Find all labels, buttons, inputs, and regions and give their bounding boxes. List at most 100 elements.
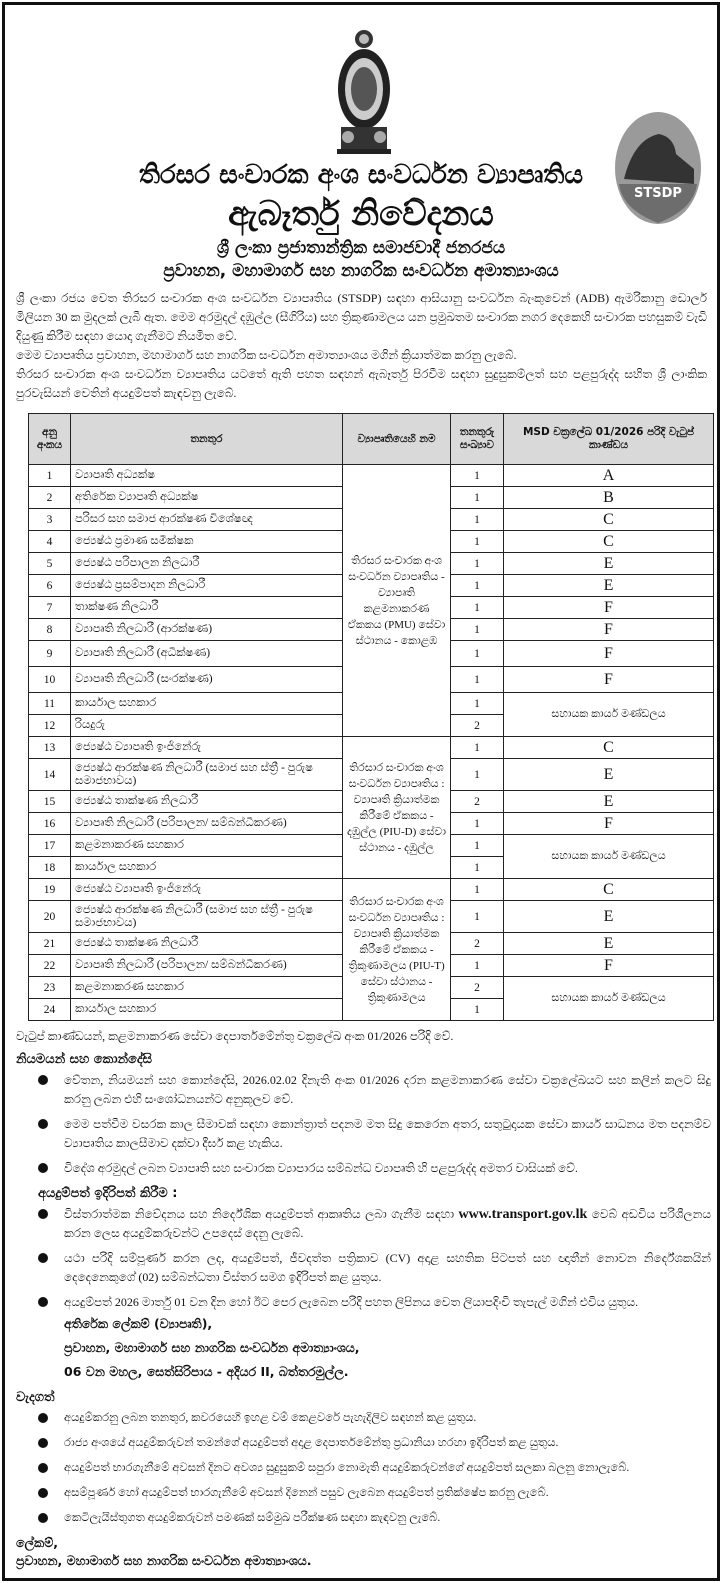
post-title-cell: ජ්‍යෙෂ්ඨ ව්‍යාපෘති ඉංජිනේරු <box>70 736 343 759</box>
list-item-text: මෙම පත්වීම වසරක කාල සීමාවක් සඳහා කොන්ත්‍… <box>64 1117 711 1150</box>
salary-grade-cell: F <box>503 812 714 835</box>
bullet-icon <box>38 1297 48 1307</box>
table-row: 23 කළමනාකරණ සහකාර 2 සහායක කාර්ය මණ්ඩලය <box>28 976 714 1021</box>
salary-grade-cell: C <box>503 508 714 531</box>
intro-paragraph: මෙම ව්‍යාපෘතිය ප්‍රවාහන, මහාමාර්ග සහ නාග… <box>16 348 517 362</box>
list-item: විස්තරාත්මක නිවේදනය සහ නිර්දේශික අයදුම්ප… <box>38 1205 711 1243</box>
country-heading: ශ්‍රී ලංකා ප්‍රජාතාන්ත්‍රික සමාජවාදී ජනර… <box>216 238 506 258</box>
header-count: තනතුරු සංඛ්‍යාව <box>450 413 504 465</box>
post-count-cell: 1 <box>450 692 504 715</box>
bullet-icon <box>38 1163 48 1173</box>
post-title-cell: රියදුරු <box>70 714 343 737</box>
post-title-cell: ව්‍යාපෘති අධ්‍යක්ෂ <box>70 464 343 487</box>
logo-area: STSDP <box>5 5 717 224</box>
table-row: 7 තාක්ෂණ නිලධාරී 1 F <box>28 596 714 619</box>
bullet-icon <box>38 1119 48 1129</box>
table-row: 3 පරිසර සහ සමාජ ආරක්ෂණ විශේෂඥ 1 C <box>28 508 714 531</box>
salary-grade-cell: F <box>503 954 714 977</box>
header-serial: අනු අංකය <box>28 413 71 465</box>
project-name-cell: තිරසාර සංචාරක අංශ සංවර්ධන ව්‍යාපෘතිය : ව… <box>342 736 451 879</box>
post-count-cell: 1 <box>450 618 504 641</box>
post-title-cell: කාර්යාල සහකාර <box>70 692 343 715</box>
address-line: ප්‍රවාහන, මහාමාර්ග සහ නාගරික සංවර්ධන අමා… <box>64 1340 360 1355</box>
post-count-cell: 1 <box>450 666 504 693</box>
intro-paragraph: තිරසර සංචාරක අංශ සංවර්ධන ව්‍යාපෘතිය යටතේ… <box>16 367 707 400</box>
table-row: 12 රියදුරු 2 <box>28 714 714 737</box>
list-item: විදේශ අරමුදල් ලබන ව්‍යාපෘති සහ සංචාරක ව්… <box>38 1159 711 1178</box>
header-salary-grade: MSD චක්‍රලේඛ 01/2026 පරිදි වැටුප් කාණ්ඩය <box>503 413 714 465</box>
serial-number-cell: 13 <box>28 736 71 759</box>
post-title-cell: ජ්‍යෙෂ්ඨ තාක්ෂණ නිලධාරී <box>70 932 343 955</box>
post-count-cell: 1 <box>450 834 504 857</box>
post-count-cell: 1 <box>450 998 504 1021</box>
serial-number-cell: 22 <box>28 954 71 977</box>
salary-grade-cell: E <box>503 932 714 955</box>
serial-number-cell: 24 <box>28 998 71 1021</box>
serial-number-cell: 4 <box>28 530 71 553</box>
ministry-heading: ප්‍රවාහන, මහාමාර්ග සහ නාගරික සංවර්ධන අමා… <box>163 261 559 281</box>
table-row: 20 ජ්‍යෙෂ්ඨ ආරක්ෂණ නිලධාරී (සමාජ සහ ස්ත්‍… <box>28 900 714 933</box>
serial-number-cell: 6 <box>28 574 71 597</box>
table-row: 4 ජ්‍යෙෂ්ඨ ප්‍රමාණ සමීක්ෂක 1 C <box>28 530 714 553</box>
bullet-icon <box>38 1463 48 1473</box>
terms-heading: නියමයන් සහ කොන්දේසි <box>16 1052 152 1067</box>
table-row: 24 කාර්යාල සහකාර 1 <box>28 998 714 1021</box>
project-name-cell: තිරසර සංචාරක අංශ සංවර්ධන ව්‍යාපෘතිය - ව්… <box>342 464 451 737</box>
list-item-text: අසම්පූර්ණ හෝ අයදුම්පත් භාරගැනීමේ අවසන් ද… <box>64 1487 549 1499</box>
list-item: රාජ්‍ය අංශයේ අයදුම්කරුවන් තමන්ගේ අයදුම්ප… <box>38 1434 711 1453</box>
post-count-cell: 1 <box>450 878 504 901</box>
list-item-text: අයදුම්කරනු ලබන තනතුර, කවරයෙහි ඉහළ වම් කෙ… <box>64 1412 477 1424</box>
project-name-heading: තිරසර සංචාරක අංශ සංවර්ධන ව්‍යාපෘතිය <box>138 160 584 190</box>
list-item: වේතන, නියමයන් සහ කොන්දේසි, 2026.02.02 දි… <box>38 1071 711 1109</box>
signature-block: ලේකම්, ප්‍රවාහන, මහාමාර්ග සහ නාගරික සංවර… <box>16 1534 711 1570</box>
table-row: 17 කළමනාකරණ සහකාර 1 සහායක කාර්ය මණ්ඩලය <box>28 834 714 879</box>
serial-number-cell: 18 <box>28 856 71 879</box>
table-row: 6 ජ්‍යෙෂ්ඨ ප්‍රසම්පාදන නිලධාරී 1 E <box>28 574 714 597</box>
national-emblem-logo <box>337 30 391 154</box>
bullet-icon <box>38 1413 48 1423</box>
post-count-cell: 2 <box>450 932 504 955</box>
notice-title: ඇබෑර්තු නිවේදනය <box>228 194 494 234</box>
serial-number-cell: 21 <box>28 932 71 955</box>
submission-heading: අයදුම්පත් ඉදිරිපත් කිරීම : <box>38 1186 178 1201</box>
serial-number-cell: 10 <box>28 666 71 693</box>
list-item-text: කෙටිලැයිස්තුගත අයදුම්කරුවන් පමණක් සම්මුඛ… <box>64 1512 441 1524</box>
list-item-text: අයදුම්පත් භාරගැනීමේ අවසන් දිනට අවශ්‍ය සු… <box>64 1462 630 1474</box>
table-row: 13 ජ්‍යෙෂ්ඨ ව්‍යාපෘති ඉංජිනේරු තිරසාර සංචා… <box>28 736 714 879</box>
post-title-cell: ජ්‍යෙෂ්ඨ ප්‍රසම්පාදන නිලධාරී <box>70 574 343 597</box>
postal-address: අතිරේක ලේකම් (ව්‍යාපෘති), ප්‍රවාහන, මහාම… <box>16 1312 711 1384</box>
post-count-cell: 1 <box>450 486 504 509</box>
post-count-cell: 1 <box>450 900 504 933</box>
post-count-cell: 1 <box>450 596 504 619</box>
post-title-cell: ජ්‍යෙෂ්ඨ ආරක්ෂණ නිලධාරී (සමාජ සහ ස්ත්‍රී… <box>70 900 343 933</box>
salary-grade-cell: සහායක කාර්ය මණ්ඩලය <box>503 834 714 879</box>
post-title-cell: තාක්ෂණ නිලධාරී <box>70 596 343 619</box>
post-count-cell: 1 <box>450 640 504 667</box>
salary-grade-cell: E <box>503 758 714 791</box>
transport-website-link[interactable]: www.transport.gov.lk <box>458 1207 588 1222</box>
post-title-cell: ව්‍යාපෘති නිලධාරී (පරිපාලන/ සම්බන්ධීකරණ) <box>70 812 343 835</box>
serial-number-cell: 17 <box>28 834 71 857</box>
serial-number-cell: 14 <box>28 758 71 791</box>
important-heading: වැදගත් <box>16 1390 55 1405</box>
serial-number-cell: 19 <box>28 878 71 901</box>
intro-paragraph: ශ්‍රී ලංකා රජය වෙත තිරසර සංචාරක අංශ සංවර… <box>16 291 707 343</box>
list-item: අයදුම්පත් භාරගැනීමේ අවසන් දිනට අවශ්‍ය සු… <box>38 1459 711 1478</box>
post-title-cell: කාර්යාල සහකාර <box>70 998 343 1021</box>
bullet-icon <box>38 1438 48 1448</box>
serial-number-cell: 15 <box>28 790 71 813</box>
list-item: අයදුම්කරනු ලබන තනතුර, කවරයෙහි ඉහළ වම් කෙ… <box>38 1409 711 1428</box>
list-item: අයදුම්පත් 2026 මාර්තු 01 වන දින හෝ ඊට පෙ… <box>38 1293 711 1312</box>
salary-grade-cell: A <box>503 464 714 487</box>
list-item-text: රාජ්‍ය අංශයේ අයදුම්කරුවන් තමන්ගේ අයදුම්ප… <box>64 1437 559 1449</box>
salary-grade-cell: C <box>503 530 714 553</box>
serial-number-cell: 1 <box>28 464 71 487</box>
post-title-cell: ජ්‍යෙෂ්ඨ ව්‍යාපෘති ඉංජිනේරු <box>70 878 343 901</box>
salary-grade-cell: F <box>503 666 714 693</box>
table-row: 1 ව්‍යාපෘති අධ්‍යක්ෂ තිරසර සංචාරක අංශ සංවර… <box>28 464 714 737</box>
table-row: 16 ව්‍යාපෘති නිලධාරී (පරිපාලන/ සම්බන්ධීකර… <box>28 812 714 835</box>
list-item: අසම්පූර්ණ හෝ අයදුම්පත් භාරගැනීමේ අවසන් ද… <box>38 1484 711 1503</box>
post-title-cell: කළමනාකරණ සහකාර <box>70 976 343 999</box>
bullet-icon <box>38 1075 48 1085</box>
